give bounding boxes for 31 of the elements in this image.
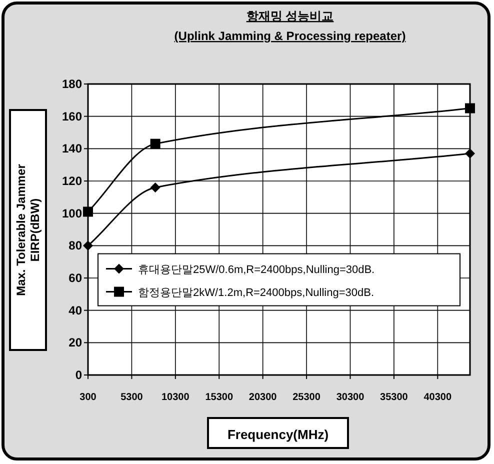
- y-tick-label: 80: [68, 238, 82, 253]
- y-tick-label: 40: [68, 303, 82, 318]
- x-tick-label: 5300: [120, 392, 144, 403]
- chart-subtitle: (Uplink Jamming & Processing repeater): [174, 29, 406, 43]
- point: [465, 148, 475, 159]
- y-tick-label: 60: [68, 271, 82, 285]
- y-tick-label: 160: [62, 109, 82, 124]
- x-tick-label: 10300: [162, 392, 190, 403]
- x-tick-label: 35300: [380, 392, 408, 403]
- x-tick-label: 30300: [336, 392, 365, 403]
- y-tick-label: 180: [62, 77, 82, 91]
- point: [150, 182, 160, 192]
- x-axis-title: Frequency(MHz): [227, 427, 329, 442]
- x-tick-label: 300: [80, 392, 97, 403]
- y-tick-label: 140: [62, 142, 82, 156]
- point: [83, 206, 93, 217]
- legend-label: 함정용단말2kW/1.2m,R=2400bps,Nulling=30dB.: [138, 286, 374, 299]
- x-tick-label: 20300: [248, 392, 278, 403]
- point: [150, 138, 160, 149]
- x-tick-label: 40300: [424, 392, 452, 403]
- point: [465, 103, 475, 114]
- legend-label: 휴대용단말25W/0.6m,R=2400bps,Nulling=30dB.: [138, 264, 375, 276]
- y-tick-label: 20: [68, 336, 82, 350]
- y-axis-title: Max. Tolerable Jammer EIRP(dBW): [14, 164, 42, 296]
- y-tick-label: 0: [75, 368, 82, 382]
- chart-title: 항재밍 성능비교: [246, 9, 334, 23]
- y-tick-label: 100: [62, 206, 82, 220]
- x-tick-label: 15300: [205, 392, 234, 403]
- x-tick-label: 25300: [292, 392, 321, 403]
- y-tick-label: 120: [62, 174, 82, 188]
- point: [83, 240, 93, 251]
